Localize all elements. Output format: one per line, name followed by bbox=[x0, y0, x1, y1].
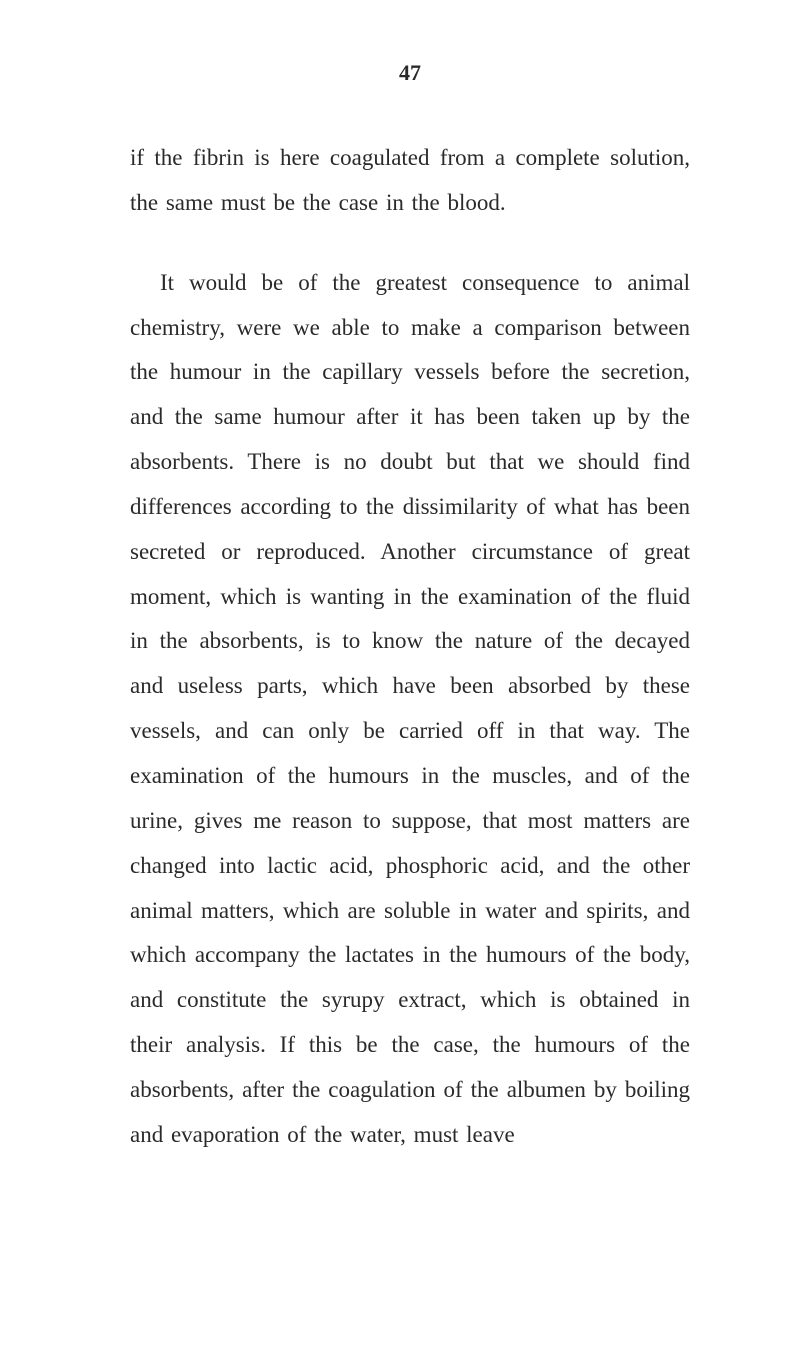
page-number: 47 bbox=[130, 60, 690, 86]
paragraph-1: if the fibrin is here coagulated from a … bbox=[130, 136, 690, 226]
paragraph-2: It would be of the greatest consequence … bbox=[130, 261, 690, 1158]
